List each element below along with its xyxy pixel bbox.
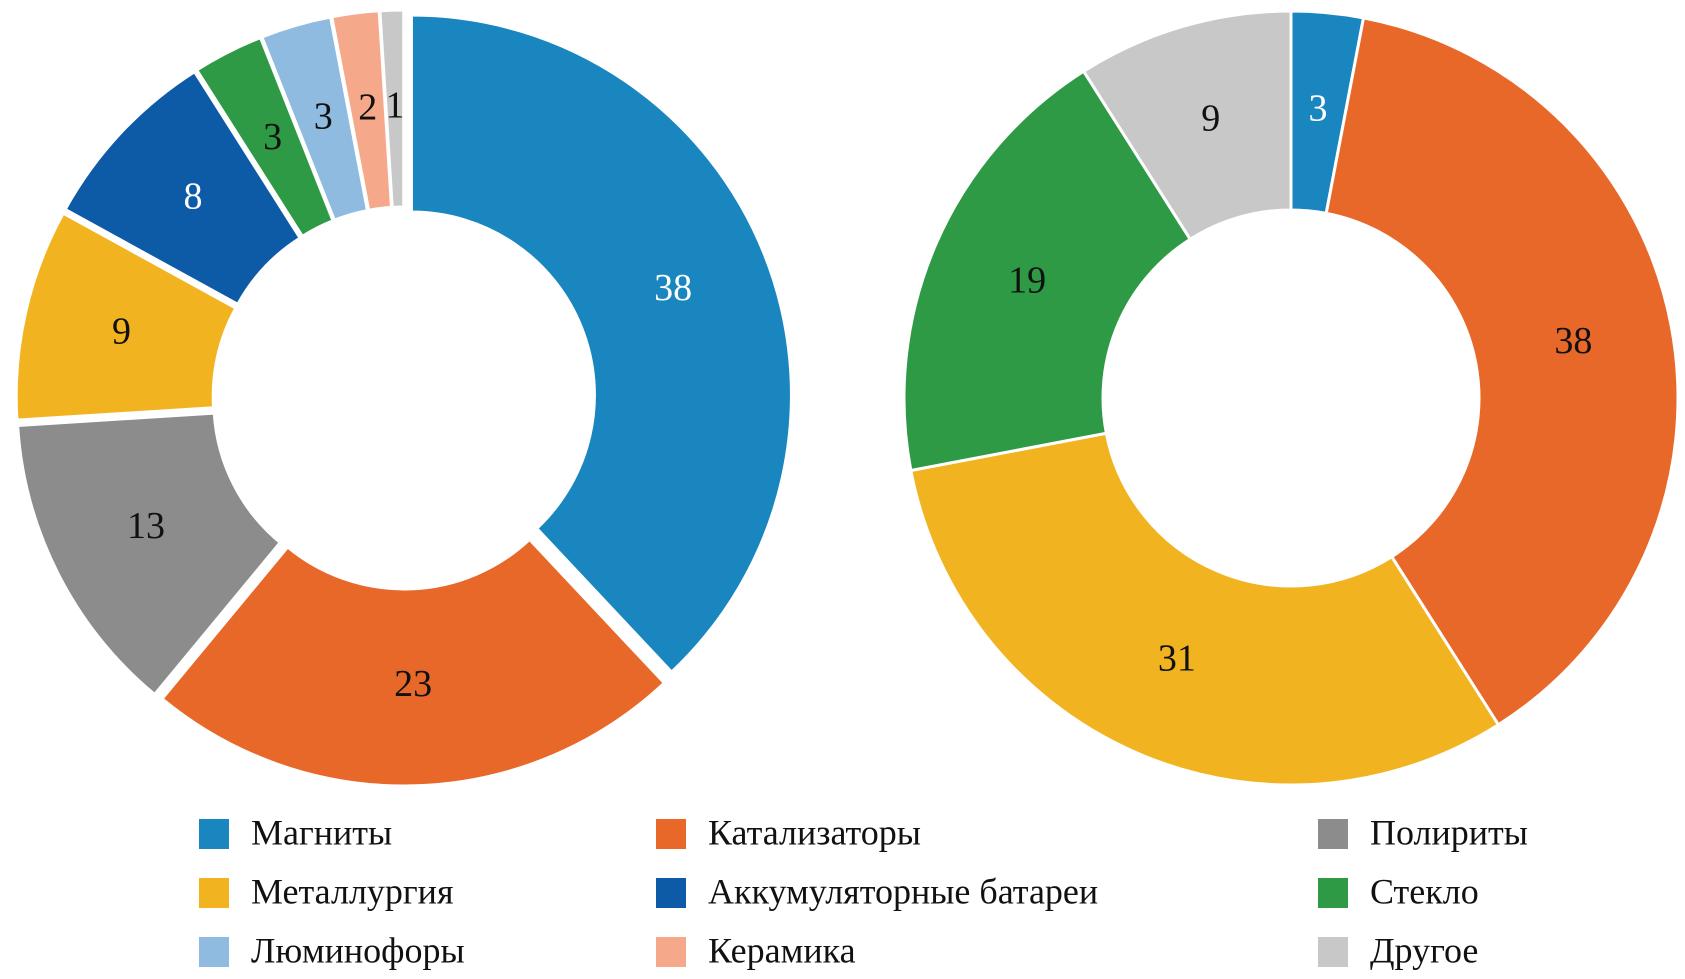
legend-label: Металлургия [251,871,454,911]
legend-label: Другое [1370,930,1478,970]
donut-slice [14,211,238,422]
legend-swatch [199,878,229,908]
donut-slice [409,13,793,675]
data-label: 3 [263,116,282,158]
data-label: 3 [314,96,333,138]
data-label: 3 [1309,87,1328,129]
legend-swatch [656,937,686,967]
data-label: 19 [1008,260,1046,302]
data-label: 1 [385,84,404,126]
donut-slice [16,411,283,697]
legend-label: Стекло [1370,871,1479,911]
donut-slice [194,35,335,239]
legend-label: Аккумуляторные батареи [708,871,1098,911]
legend-swatch [656,878,686,908]
donut-slice [159,537,667,788]
donut-slice [1081,9,1293,242]
donut-slice [902,69,1193,473]
data-label: 2 [358,87,377,129]
data-label: 9 [1201,98,1220,140]
donut-slice [909,431,1501,787]
data-label: 38 [654,267,692,309]
legend-label: Керамика [708,930,856,970]
legend-swatch [199,937,229,967]
data-label: 31 [1158,638,1196,680]
legend-label: Катализаторы [708,812,921,852]
donut-slice [378,8,406,209]
data-label: 23 [394,663,432,705]
legend-swatch [1318,878,1348,908]
legend-label: Полириты [1370,812,1528,852]
legend-swatch [656,819,686,849]
legend-label: Люминофоры [251,930,465,970]
data-label: 8 [183,176,202,218]
donut-slice [1324,16,1680,727]
data-label: 13 [127,505,165,547]
donut-slice [63,69,303,307]
legend-swatch [199,819,229,849]
legend-swatch [1318,937,1348,967]
legend-swatch [1318,819,1348,849]
data-label: 38 [1554,320,1592,362]
data-label: 9 [112,311,131,353]
legend-label: Магниты [251,812,392,852]
